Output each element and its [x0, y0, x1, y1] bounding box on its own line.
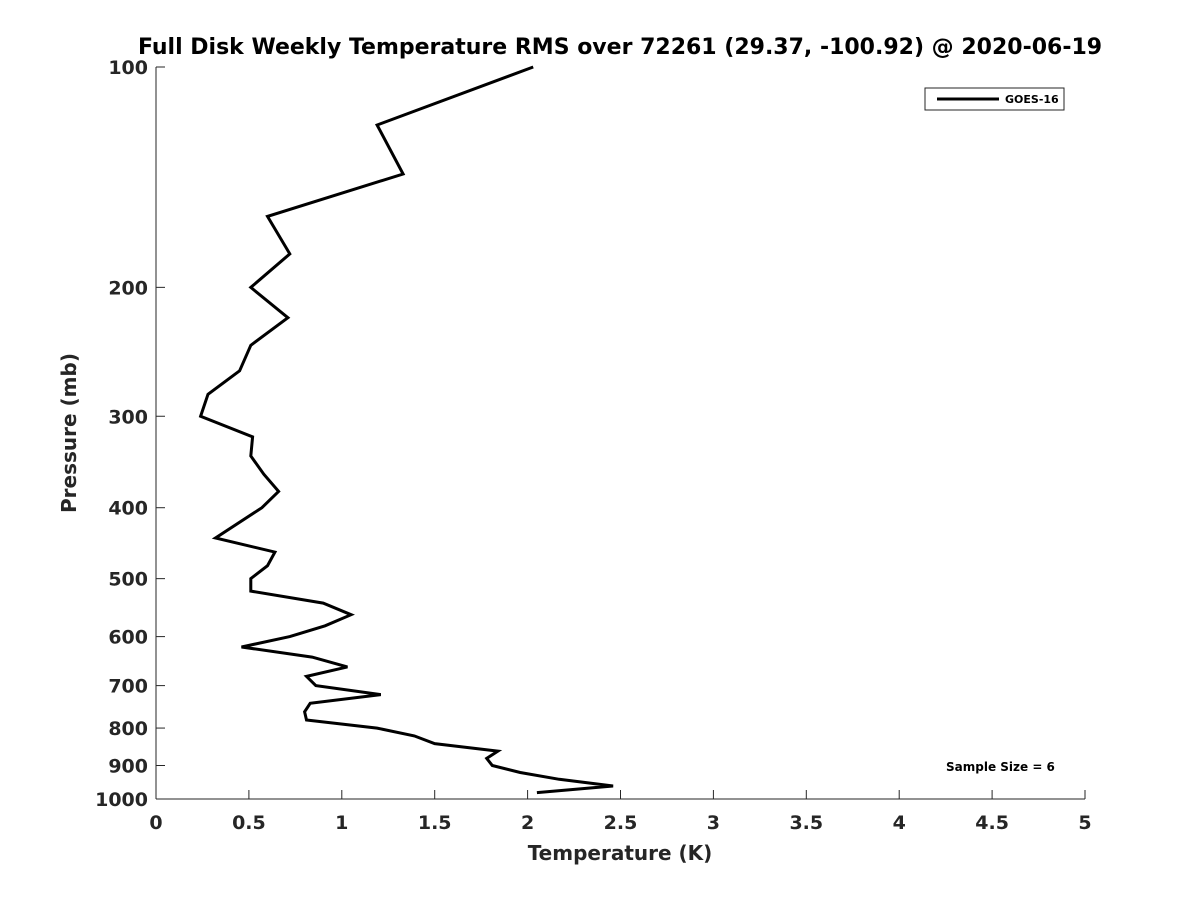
y-tick-label: 1000 [95, 789, 148, 811]
x-tick-label: 0 [149, 812, 162, 834]
y-tick-label: 800 [108, 718, 148, 740]
x-axis-label: Temperature (K) [528, 841, 713, 865]
series-line-goes-16 [198, 65, 614, 795]
y-tick-label: 200 [108, 277, 148, 299]
legend-label-goes-16: GOES-16 [1005, 93, 1059, 106]
y-tick-label: 500 [108, 569, 148, 591]
legend: GOES-16 [924, 87, 1065, 111]
y-tick-label: 100 [108, 57, 148, 79]
x-tick-label: 3 [707, 812, 720, 834]
sample-size-annotation: Sample Size = 6 [946, 760, 1055, 774]
x-tick-label: 5 [1078, 812, 1091, 834]
y-tick-label: 300 [108, 406, 148, 428]
x-tick-label: 1.5 [418, 812, 452, 834]
x-tick-label: 1 [335, 812, 348, 834]
y-tick-label: 400 [108, 498, 148, 520]
x-tick-label: 4 [893, 812, 906, 834]
x-tick-label: 2.5 [604, 812, 638, 834]
x-tick-label: 2 [521, 812, 534, 834]
y-tick-label: 600 [108, 627, 148, 649]
chart-title: Full Disk Weekly Temperature RMS over 72… [138, 35, 1102, 60]
x-tick-label: 3.5 [789, 812, 823, 834]
axes: 0 0.5 1 1.5 2 2.5 3 3.5 4 4.5 5 100 200 300 400 500 600 7… [95, 57, 1092, 834]
x-tick-label: 4.5 [975, 812, 1009, 834]
y-tick-label: 700 [108, 676, 148, 698]
y-axis-label: Pressure (mb) [57, 353, 81, 513]
y-tick-label: 900 [108, 756, 148, 778]
x-tick-label: 0.5 [232, 812, 266, 834]
plot-area [198, 65, 614, 795]
